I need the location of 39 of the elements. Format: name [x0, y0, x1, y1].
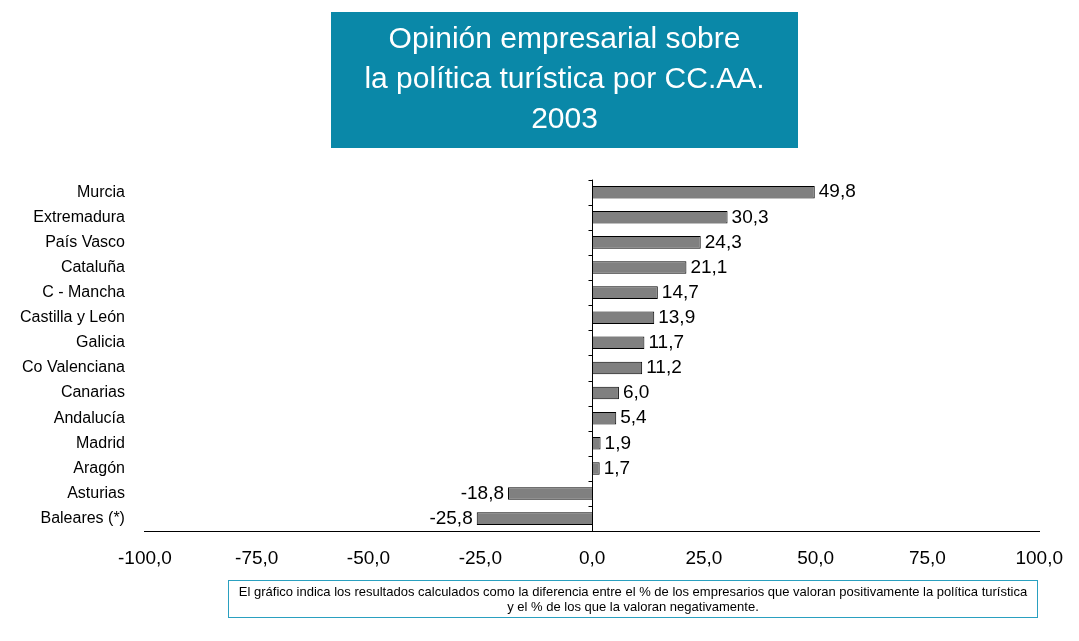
chart-title: Opinión empresarial sobre la política turística por CC.AA. 2003 — [331, 12, 798, 148]
data-label: 49,8 — [818, 180, 856, 202]
y-tick-label: Baleares (*) — [40, 509, 125, 527]
x-tick-label: 25,0 — [685, 546, 723, 568]
x-tick-label: -25,0 — [458, 546, 502, 568]
y-tick-label: Castilla y León — [19, 308, 125, 326]
data-label: 1,7 — [603, 456, 631, 478]
data-label: 11,2 — [646, 356, 682, 378]
x-tick-label: 50,0 — [797, 546, 835, 568]
data-label: 14,7 — [661, 280, 699, 302]
y-tick-label: Cataluña — [60, 257, 126, 275]
x-tick-label: -75,0 — [235, 546, 279, 568]
y-tick-label: Canarias — [60, 383, 125, 401]
data-label: 6,0 — [622, 381, 650, 403]
data-label: 30,3 — [731, 205, 769, 227]
data-label: 24,3 — [704, 230, 742, 252]
x-tick-label: 75,0 — [908, 546, 946, 568]
y-tick-label: Andalucía — [53, 408, 126, 426]
y-tick-label: C - Mancha — [42, 283, 126, 301]
x-tick-label: -100,0 — [118, 546, 172, 568]
y-tick-label: Murcia — [76, 182, 126, 200]
data-label: 5,4 — [620, 406, 648, 428]
y-tick-label: Madrid — [76, 433, 125, 451]
data-label: 13,9 — [658, 305, 696, 327]
y-tick-label: Asturias — [67, 483, 125, 501]
y-tick-label: Galicia — [76, 333, 126, 351]
x-tick-label: 100,0 — [1015, 546, 1063, 568]
data-label: -25,8 — [429, 506, 473, 528]
y-tick-label: Extremadura — [33, 207, 126, 225]
x-tick-label: -50,0 — [346, 546, 391, 568]
data-label: 1,9 — [604, 431, 631, 453]
x-tick-label: 0,0 — [578, 546, 606, 568]
y-tick-label: Aragón — [73, 458, 125, 476]
y-tick-label: País Vasco — [45, 232, 126, 250]
text: El gráfico indica los resultados calculados como la diferencia entre el % de los empresarios que valoran positivamente la política turística y el % de los que la valoran negativamente. — [228, 580, 1038, 618]
y-tick-label: Co Valenciana — [22, 358, 126, 376]
data-label: -18,8 — [460, 481, 505, 503]
data-label: 11,7 — [648, 331, 684, 353]
data-label: 21,1 — [690, 255, 728, 277]
